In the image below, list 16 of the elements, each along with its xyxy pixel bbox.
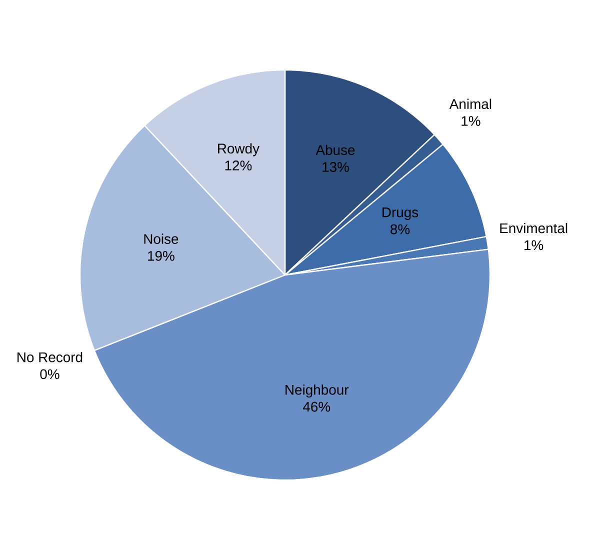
data-label: 8% — [390, 224, 410, 234]
data-label: 13% — [322, 162, 349, 172]
slice-label: Rowdy — [218, 143, 260, 156]
data-label: 19% — [148, 250, 174, 261]
slice-label: Drugs — [382, 208, 418, 220]
text: 0% — [40, 369, 60, 380]
data-label: 12% — [225, 160, 252, 170]
slice-label: Animal — [449, 98, 492, 109]
slice-label: Envimental — [500, 222, 568, 234]
slice-label: Noise — [144, 234, 178, 244]
category-label: No Record — [18, 352, 82, 362]
slice-label: Neighbour — [286, 384, 349, 398]
slice-label: Abuse — [316, 144, 355, 155]
data-label: 1% — [524, 240, 544, 250]
data-label: 1% — [462, 116, 480, 126]
data-label: 46% — [302, 402, 330, 412]
